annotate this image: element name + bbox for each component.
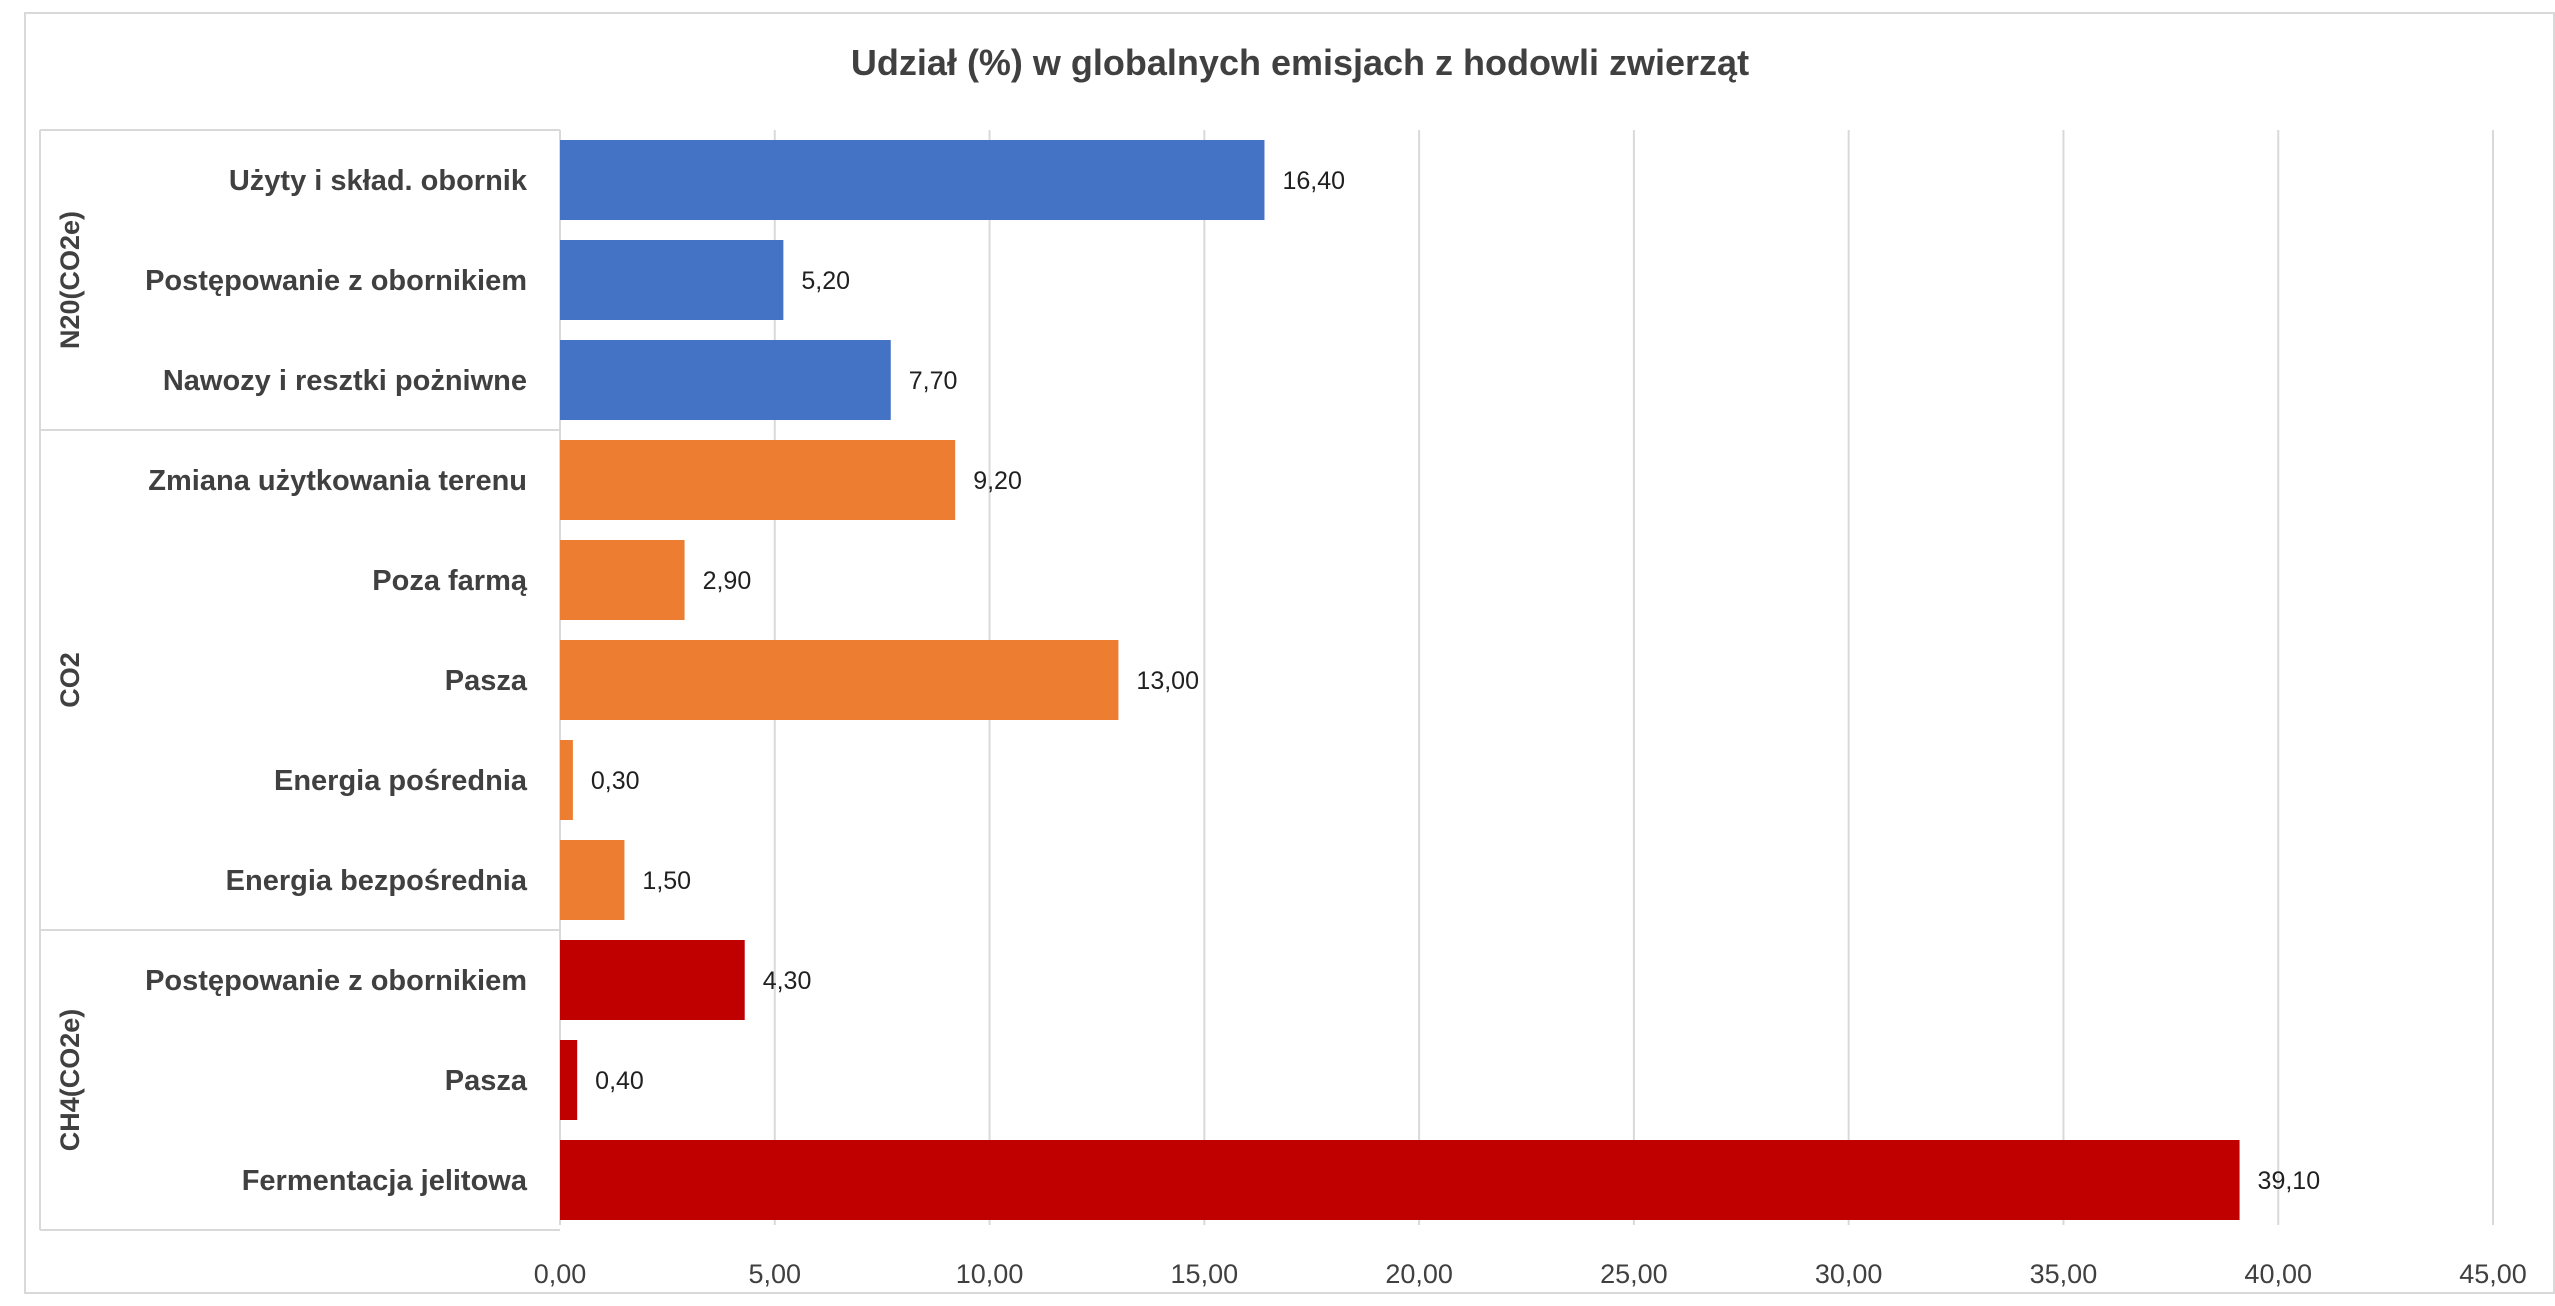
category-label: Postępowanie z obornikiem [145, 965, 527, 997]
category-label: Użyty i skład. obornik [229, 165, 528, 197]
x-tick-label: 45,00 [2459, 1259, 2527, 1289]
category-label: Pasza [445, 1065, 528, 1097]
data-label: 5,20 [801, 267, 850, 295]
category-label: Nawozy i resztki pożniwne [163, 365, 527, 397]
category-label: Pasza [445, 665, 528, 697]
x-tick-label: 35,00 [2030, 1259, 2098, 1289]
bar [560, 440, 956, 520]
category-label: Fermentacja jelitowa [242, 1165, 528, 1197]
bar [560, 140, 1265, 220]
bar [560, 1140, 2240, 1220]
group-label: N20(CO2e) [55, 211, 85, 349]
data-label: 16,40 [1282, 167, 1345, 195]
x-tick-label: 10,00 [956, 1259, 1024, 1289]
x-tick-label: 20,00 [1385, 1259, 1453, 1289]
category-label: Energia pośrednia [274, 765, 528, 797]
data-label: 0,40 [595, 1067, 644, 1095]
data-label: 2,90 [703, 567, 752, 595]
x-tick-label: 40,00 [2244, 1259, 2312, 1289]
bar [560, 940, 745, 1020]
x-tick-label: 15,00 [1171, 1259, 1239, 1289]
data-label: 4,30 [763, 967, 812, 995]
x-tick-label: 0,00 [534, 1259, 587, 1289]
category-label: Energia bezpośrednia [226, 865, 528, 897]
bar [560, 540, 685, 620]
category-label: Postępowanie z obornikiem [145, 265, 527, 297]
category-label: Poza farmą [372, 565, 528, 597]
bar [560, 640, 1119, 720]
category-label: Zmiana użytkowania terenu [148, 465, 527, 497]
data-label: 39,10 [2258, 1167, 2321, 1195]
group-label: CH4(CO2e) [55, 1009, 85, 1152]
bar [560, 340, 891, 420]
x-tick-label: 25,00 [1600, 1259, 1668, 1289]
data-label: 1,50 [642, 867, 691, 895]
bar [560, 740, 573, 820]
x-tick-label: 30,00 [1815, 1259, 1883, 1289]
data-label: 0,30 [591, 767, 640, 795]
category-groups: N20(CO2e) CO2 CH4(CO2e) [39, 129, 560, 1231]
data-label: 13,00 [1136, 667, 1199, 695]
bar [560, 840, 625, 920]
data-label: 7,70 [909, 367, 958, 395]
group-label: CO2 [55, 652, 85, 708]
x-tick-label: 5,00 [748, 1259, 801, 1289]
data-label: 9,20 [973, 467, 1022, 495]
x-axis-ticks: 0,00 5,00 10,00 15,00 20,00 25,00 30,00 35,00 40… [534, 1259, 2527, 1289]
chart-title: Udział (%) w globalnych emisjach z hodow… [851, 42, 1749, 83]
bars: Użyty i skład. obornik 16,40 Postępowanie … [145, 140, 2320, 1220]
bar [560, 240, 784, 320]
bar [560, 1040, 578, 1120]
